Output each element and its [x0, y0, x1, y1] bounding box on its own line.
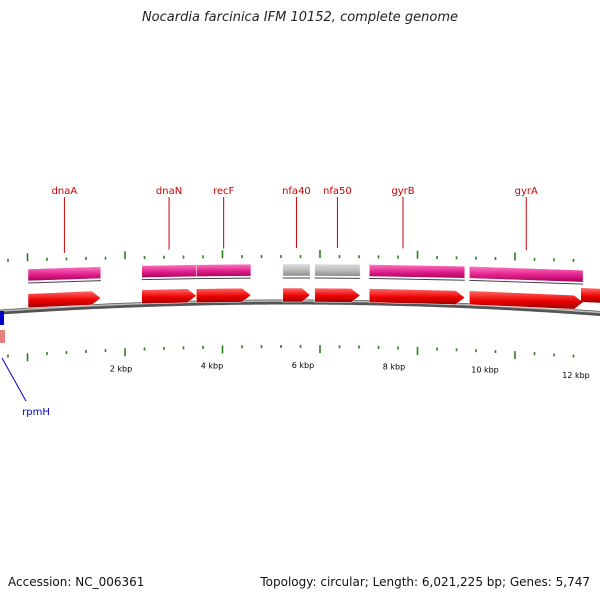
feature-bar-recF[interactable] — [196, 263, 252, 277]
feature-bar-nfa40[interactable] — [282, 263, 311, 277]
kbp-label: 10 kbp — [471, 366, 499, 375]
feature-bar-dnaN[interactable] — [141, 264, 197, 278]
cds-arrow-nfa40[interactable] — [282, 287, 311, 303]
feature-shadow — [141, 278, 197, 281]
genome-title: Nocardia farcinica IFM 10152, complete g… — [141, 10, 459, 25]
summary-text: Topology: circular; Length: 6,021,225 bp… — [260, 575, 590, 589]
kbp-label: 4 kbp — [201, 362, 223, 371]
gene-label-gyrB: gyrB — [391, 186, 414, 197]
reverse-cds-arrow[interactable] — [0, 330, 5, 343]
feature-bar-nfa50[interactable] — [314, 263, 361, 277]
cds-arrow-dnaA[interactable] — [27, 290, 102, 309]
feature-track — [27, 263, 584, 285]
kbp-label: 8 kbp — [383, 362, 405, 371]
cds-arrow-continuation[interactable] — [581, 288, 600, 303]
gene-labels: dnaA dnaN recF nfa40 nfa50 gyrB gyrA — [52, 186, 538, 253]
feature-bar-dnaA[interactable] — [27, 266, 102, 282]
cds-arrow-gyrA[interactable] — [469, 290, 584, 310]
cds-arrow-recF[interactable] — [196, 287, 252, 303]
cds-track — [27, 287, 600, 310]
accession-text: Accession: NC_006361 — [8, 575, 145, 589]
minor-ticks — [7, 250, 575, 362]
feature-bar-gyrB[interactable] — [369, 264, 466, 279]
reverse-feature-bar[interactable] — [0, 311, 4, 325]
gene-label-nfa40: nfa40 — [282, 186, 311, 197]
feature-shadow — [369, 277, 465, 281]
cds-arrow-gyrB[interactable] — [369, 288, 466, 305]
cds-arrow-dnaN[interactable] — [141, 288, 197, 305]
kbp-label: 12 kbp — [562, 371, 590, 380]
gene-label-dnaA: dnaA — [52, 186, 78, 197]
kbp-ruler: 2 kbp 4 kbp 6 kbp 8 kbp 10 kbp 12 kbp — [110, 361, 590, 380]
gene-label-recF: recF — [213, 186, 235, 197]
gene-label-dnaN: dnaN — [156, 186, 182, 197]
gene-label-nfa50: nfa50 — [323, 186, 352, 197]
reverse-strand-features: rpmH — [0, 311, 50, 418]
feature-bar-gyrA[interactable] — [469, 266, 584, 283]
reverse-leader-line — [1, 357, 27, 402]
feature-shadow — [196, 277, 251, 280]
gene-label-rpmH: rpmH — [22, 407, 50, 418]
feature-shadow — [27, 280, 101, 284]
feature-shadow — [469, 279, 584, 285]
gene-label-gyrA: gyrA — [515, 186, 538, 197]
cds-arrow-nfa50[interactable] — [314, 287, 361, 303]
kbp-label: 2 kbp — [110, 364, 132, 373]
kbp-label: 6 kbp — [292, 361, 314, 370]
